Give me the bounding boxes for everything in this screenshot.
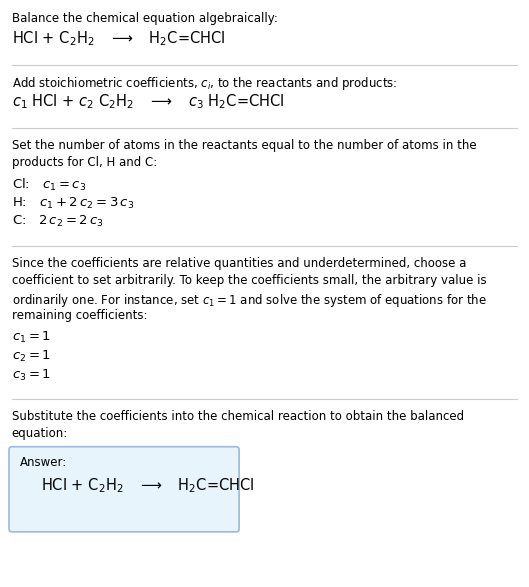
Text: HCl + C$_2$H$_2$   $\longrightarrow$   H$_2$C=CHCl: HCl + C$_2$H$_2$ $\longrightarrow$ H$_2$… (12, 29, 225, 48)
Text: $c_1 = 1$: $c_1 = 1$ (12, 330, 51, 345)
Text: coefficient to set arbitrarily. To keep the coefficients small, the arbitrary va: coefficient to set arbitrarily. To keep … (12, 274, 486, 287)
FancyBboxPatch shape (9, 447, 239, 532)
Text: $c_1$ HCl + $c_2$ C$_2$H$_2$   $\longrightarrow$   $c_3$ H$_2$C=CHCl: $c_1$ HCl + $c_2$ C$_2$H$_2$ $\longright… (12, 93, 284, 112)
Text: HCl + C$_2$H$_2$   $\longrightarrow$   H$_2$C=CHCl: HCl + C$_2$H$_2$ $\longrightarrow$ H$_2$… (41, 476, 254, 495)
Text: C:   $2\,c_2 = 2\,c_3$: C: $2\,c_2 = 2\,c_3$ (12, 214, 103, 230)
Text: remaining coefficients:: remaining coefficients: (12, 309, 147, 322)
Text: Substitute the coefficients into the chemical reaction to obtain the balanced: Substitute the coefficients into the che… (12, 410, 464, 423)
Text: Answer:: Answer: (20, 456, 67, 468)
Text: Add stoichiometric coefficients, $c_i$, to the reactants and products:: Add stoichiometric coefficients, $c_i$, … (12, 75, 397, 92)
Text: ordinarily one. For instance, set $c_1 = 1$ and solve the system of equations fo: ordinarily one. For instance, set $c_1 =… (12, 292, 487, 309)
Text: products for Cl, H and C:: products for Cl, H and C: (12, 156, 157, 169)
Text: $c_2 = 1$: $c_2 = 1$ (12, 349, 51, 364)
Text: $c_3 = 1$: $c_3 = 1$ (12, 367, 51, 383)
Text: Set the number of atoms in the reactants equal to the number of atoms in the: Set the number of atoms in the reactants… (12, 139, 476, 151)
Text: Balance the chemical equation algebraically:: Balance the chemical equation algebraica… (12, 12, 278, 25)
Text: Since the coefficients are relative quantities and underdetermined, choose a: Since the coefficients are relative quan… (12, 257, 466, 269)
Text: H:   $c_1 + 2\,c_2 = 3\,c_3$: H: $c_1 + 2\,c_2 = 3\,c_3$ (12, 195, 134, 211)
Text: equation:: equation: (12, 427, 68, 440)
Text: Cl:   $c_1 = c_3$: Cl: $c_1 = c_3$ (12, 177, 86, 193)
